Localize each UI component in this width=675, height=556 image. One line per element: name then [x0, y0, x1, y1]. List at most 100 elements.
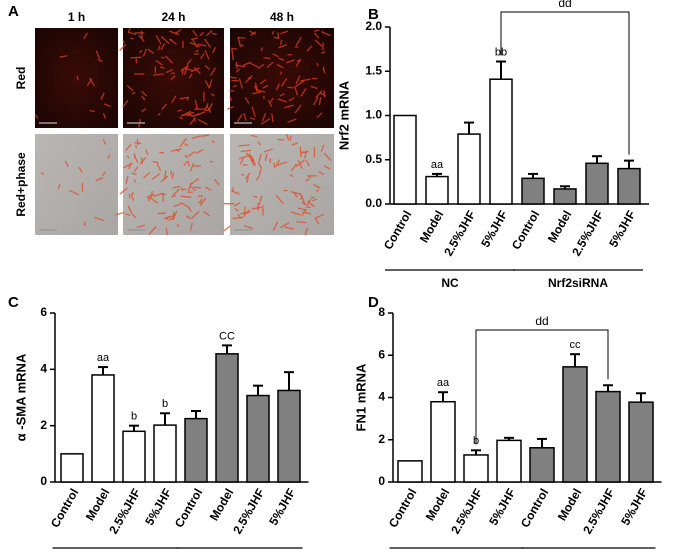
cell	[103, 103, 112, 108]
cell	[199, 197, 207, 207]
cell	[280, 222, 290, 229]
bar	[153, 424, 177, 483]
y-tick-label: 6	[378, 347, 385, 361]
significance-label: aa	[431, 159, 444, 171]
cell	[180, 201, 190, 209]
cell	[186, 112, 191, 116]
cell	[161, 36, 170, 45]
cell	[197, 200, 202, 204]
cell	[197, 43, 207, 47]
significance-label: CC	[219, 330, 235, 342]
cell	[59, 55, 68, 58]
cell	[170, 75, 176, 81]
cell	[290, 211, 301, 216]
cell	[289, 174, 294, 178]
cell	[177, 109, 182, 112]
cell	[141, 108, 147, 113]
cell	[40, 172, 45, 175]
cell	[94, 216, 104, 222]
cell	[180, 65, 188, 72]
cell	[134, 141, 142, 145]
cell	[134, 144, 138, 149]
cell	[284, 226, 295, 230]
cell	[107, 154, 111, 159]
cell	[296, 221, 307, 224]
cell	[57, 184, 61, 190]
cell	[280, 30, 289, 35]
comparison-label: dd	[535, 314, 548, 328]
cell	[125, 213, 131, 217]
bar	[215, 353, 239, 483]
cell	[205, 109, 211, 112]
micrographs: 1 h 24 h 48 h Red Red+phase	[14, 10, 334, 236]
cell	[200, 134, 210, 137]
cell	[126, 155, 130, 159]
cell	[277, 98, 288, 103]
cell	[237, 36, 246, 39]
bar	[184, 417, 208, 483]
cell	[301, 150, 308, 153]
cell	[190, 177, 200, 185]
bar	[553, 188, 577, 205]
cell	[131, 92, 136, 95]
cell	[246, 176, 249, 183]
x-tick-label: Model	[555, 486, 584, 523]
cell	[243, 224, 253, 230]
cell	[131, 213, 137, 219]
cell	[182, 188, 187, 191]
cell	[321, 51, 326, 55]
cell	[313, 32, 320, 39]
cell	[306, 45, 313, 52]
x-tick-label: 5%JHF	[618, 486, 650, 528]
cell	[272, 53, 279, 58]
cell	[244, 209, 251, 215]
cell	[186, 96, 189, 101]
cell	[157, 112, 161, 116]
y-tick-label: 0.5	[365, 152, 382, 166]
cell	[211, 140, 215, 144]
cell	[190, 210, 200, 220]
significance-label: aa	[97, 352, 110, 364]
cell	[320, 144, 325, 152]
cell	[189, 118, 196, 125]
cell	[189, 41, 200, 48]
cell	[206, 29, 213, 37]
cell	[139, 156, 147, 165]
cell	[296, 59, 301, 62]
cell	[250, 31, 257, 36]
cell	[287, 86, 294, 89]
cell	[287, 118, 297, 123]
cell	[238, 78, 244, 89]
cell	[321, 31, 331, 37]
cell	[172, 188, 180, 196]
cell	[190, 67, 200, 73]
cell	[322, 68, 326, 74]
x-tick-label: Model	[423, 486, 452, 523]
cell	[181, 68, 184, 75]
significance-label: aa	[437, 377, 450, 389]
cell	[171, 194, 177, 198]
x-tick-label: 5%JHF	[606, 208, 638, 250]
panel-label: D	[368, 294, 379, 311]
column-label: 24 h	[161, 10, 185, 24]
cell	[176, 223, 180, 228]
cell	[261, 113, 267, 122]
cell	[157, 45, 161, 51]
comparison-label: dd	[558, 0, 571, 10]
cell	[155, 59, 163, 66]
x-tick-label: 2.5%JHF	[448, 486, 485, 536]
x-tick-label: 5%JHF	[478, 208, 510, 250]
cell	[259, 79, 267, 85]
cell	[316, 112, 323, 119]
cell	[155, 35, 162, 45]
cell	[145, 149, 149, 156]
cell	[199, 31, 205, 37]
cell	[203, 210, 210, 217]
cell	[102, 138, 107, 145]
cell	[240, 173, 245, 176]
x-tick-label: Model	[207, 486, 236, 523]
micrograph	[35, 28, 118, 128]
cell	[208, 102, 214, 111]
cell	[312, 198, 318, 202]
y-tick-label: 0	[40, 474, 47, 488]
